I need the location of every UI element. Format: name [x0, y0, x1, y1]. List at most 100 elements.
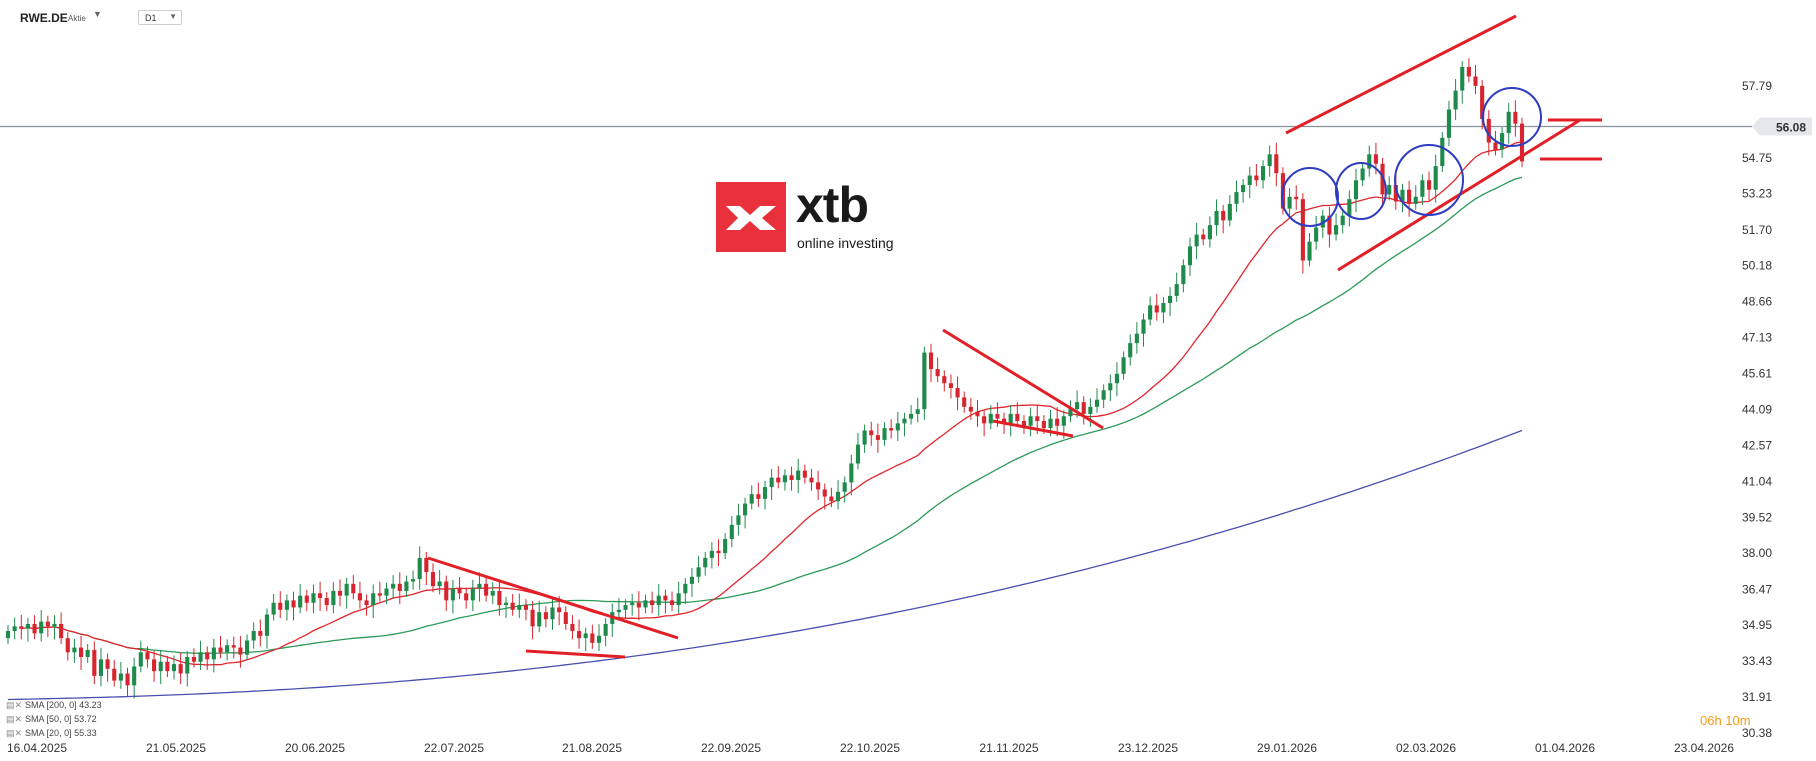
sma20-line: [21, 141, 1523, 666]
candle-body: [1055, 418, 1060, 426]
candle-body: [490, 590, 495, 596]
candle-body: [1254, 175, 1259, 181]
candle-body: [623, 605, 628, 610]
candle-body: [1466, 66, 1471, 77]
candle-body: [942, 376, 947, 384]
candle-body: [1380, 163, 1385, 195]
settings-icon[interactable]: ▤✕: [6, 714, 23, 724]
candle-body: [895, 423, 900, 431]
candle-body: [1426, 180, 1432, 190]
candle-body: [125, 673, 130, 686]
candle-body: [59, 623, 64, 639]
candle-body: [1141, 319, 1146, 334]
symbol-dropdown-icon[interactable]: ▼: [93, 9, 102, 19]
legend-sma200[interactable]: ▤✕ SMA [200, 0] 43.23: [6, 698, 102, 712]
timeframe-select[interactable]: D1 ▼: [138, 10, 182, 25]
candle-body: [503, 602, 509, 606]
candle-body: [132, 666, 137, 686]
candle-body: [769, 477, 774, 488]
candle-body: [1334, 225, 1339, 235]
trendline-annotation: [942, 328, 1104, 430]
x-tick-label: 21.08.2025: [562, 741, 622, 755]
candle-body: [497, 590, 502, 606]
xtb-logo: xtb online investing: [716, 177, 908, 252]
x-tick-label: 22.10.2025: [840, 741, 900, 755]
candle-body: [1174, 284, 1179, 296]
candle-body: [357, 593, 362, 601]
candle-body: [822, 489, 827, 497]
candle-body: [1114, 373, 1119, 384]
candle-body: [450, 588, 455, 601]
legend-sma50[interactable]: ▤✕ SMA [50, 0] 53.72: [6, 712, 102, 726]
candle-body: [517, 605, 522, 610]
candle-body: [477, 583, 482, 589]
candle-body: [1307, 241, 1312, 261]
candle-body: [25, 623, 30, 629]
x-tick-label: 21.11.2025: [979, 741, 1038, 755]
candle-body: [1260, 166, 1266, 181]
candle-body: [1075, 402, 1080, 410]
legend-sma20[interactable]: ▤✕ SMA [20, 0] 55.33: [6, 726, 102, 740]
candle-body: [417, 557, 422, 580]
candle-body: [1161, 302, 1166, 313]
y-tick-label: 33.43: [1742, 654, 1772, 668]
candle-body: [391, 583, 396, 589]
candle-body: [112, 668, 117, 681]
candle-body: [928, 352, 934, 370]
candle-body: [902, 418, 907, 424]
x-tick-label: 23.12.2025: [1118, 741, 1178, 755]
timeframe-value: D1: [145, 13, 157, 23]
candle-body: [643, 600, 648, 608]
candle-body: [484, 583, 489, 596]
candle-body: [1028, 416, 1033, 426]
candle-body: [1393, 184, 1398, 202]
candle-body: [1181, 265, 1186, 285]
x-tick-label: 23.04.2026: [1674, 741, 1734, 755]
y-tick-label: 45.61: [1742, 367, 1772, 381]
candle-body: [424, 557, 429, 573]
candle-body: [1101, 390, 1106, 400]
timeframe-dropdown-icon: ▼: [169, 12, 177, 21]
settings-icon[interactable]: ▤✕: [6, 728, 23, 738]
candle-body: [364, 600, 369, 606]
symbol-type-label: Aktie: [68, 14, 86, 23]
candle-body: [862, 430, 867, 445]
y-tick-label: 36.47: [1742, 582, 1772, 596]
settings-icon[interactable]: ▤✕: [6, 700, 23, 710]
candle-body: [1061, 416, 1066, 426]
candle-body: [337, 590, 343, 596]
x-tick-label: 21.05.2025: [146, 741, 206, 755]
candle-body: [537, 612, 542, 627]
candle-body: [39, 621, 44, 634]
candle-body: [298, 595, 303, 608]
candle-body: [1267, 154, 1272, 167]
candle-body: [1048, 418, 1053, 429]
y-tick-label: 38.00: [1742, 546, 1772, 560]
candle-body: [244, 640, 250, 655]
candle-body: [1094, 399, 1100, 407]
y-tick-label: 42.57: [1742, 438, 1772, 452]
candle-body: [411, 579, 416, 582]
candle-body: [988, 413, 993, 424]
candle-body: [889, 428, 894, 431]
candle-body: [251, 631, 256, 641]
candle-body: [1154, 305, 1159, 313]
symbol-selector[interactable]: RWE.DE: [20, 11, 68, 25]
candle-body: [344, 583, 349, 596]
candle-body: [650, 600, 655, 606]
candle-body: [723, 539, 728, 554]
candle-body: [776, 477, 781, 483]
candle-body: [19, 626, 24, 629]
candle-body: [1327, 215, 1332, 235]
candle-body: [85, 649, 90, 658]
candle-body: [982, 416, 987, 424]
candle-body: [1500, 133, 1505, 150]
xtb-logo-word: xtb: [796, 177, 869, 233]
candle-body: [875, 435, 880, 440]
xtb-logo-tagline: online investing: [797, 235, 894, 251]
candle-body: [1420, 180, 1425, 197]
candle-body: [138, 652, 143, 667]
candle-body: [762, 487, 768, 499]
candle-body: [683, 583, 688, 594]
